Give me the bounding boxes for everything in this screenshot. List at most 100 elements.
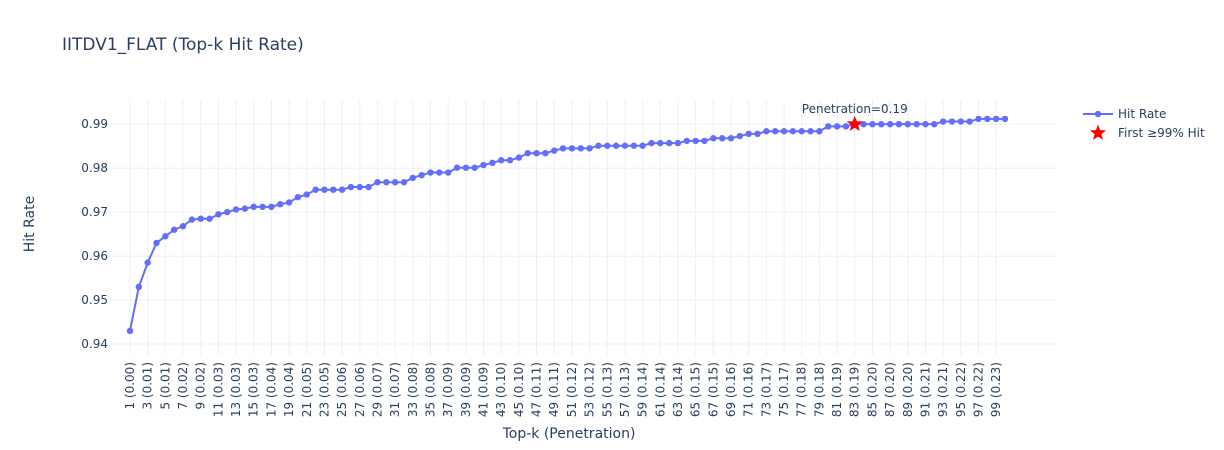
hit-rate-point[interactable] — [869, 120, 876, 128]
first-99-hit-star[interactable] — [846, 115, 863, 132]
hit-rate-point[interactable] — [816, 128, 823, 135]
hit-rate-point[interactable] — [312, 186, 319, 193]
hit-rate-point[interactable] — [798, 128, 805, 135]
hit-rate-point[interactable] — [975, 115, 982, 123]
hit-rate-point[interactable] — [754, 130, 761, 138]
hit-rate-point[interactable] — [630, 142, 637, 149]
hit-rate-point[interactable] — [153, 239, 160, 247]
hit-rate-point[interactable] — [126, 327, 134, 335]
hit-rate-point[interactable] — [665, 139, 673, 147]
hit-rate-point[interactable] — [471, 164, 478, 171]
hit-rate-point[interactable] — [215, 211, 222, 218]
hit-rate-point[interactable] — [559, 145, 567, 152]
hit-rate-point[interactable] — [400, 179, 408, 186]
hit-rate-point[interactable] — [939, 118, 947, 125]
hit-rate-point[interactable] — [188, 216, 196, 223]
hit-rate-point[interactable] — [224, 208, 231, 216]
hit-rate-point[interactable] — [436, 169, 443, 176]
hit-rate-point[interactable] — [878, 120, 885, 128]
hit-rate-point[interactable] — [294, 193, 302, 201]
hit-rate-point[interactable] — [498, 157, 505, 164]
hit-rate-point[interactable] — [453, 164, 461, 171]
hit-rate-point[interactable] — [595, 142, 602, 149]
hit-rate-point[interactable] — [922, 120, 929, 128]
hit-rate-point[interactable] — [842, 123, 850, 130]
hit-rate-point[interactable] — [674, 139, 682, 147]
hit-rate-point[interactable] — [886, 120, 894, 128]
hit-rate-point[interactable] — [374, 179, 381, 186]
hit-rate-point[interactable] — [170, 226, 178, 233]
hit-rate-point[interactable] — [524, 149, 531, 157]
hit-rate-point[interactable] — [833, 123, 841, 130]
hit-rate-point[interactable] — [710, 135, 717, 142]
hit-rate-point[interactable] — [356, 183, 363, 191]
hit-rate-point[interactable] — [462, 164, 470, 171]
hit-rate-point[interactable] — [277, 200, 284, 208]
hit-rate-point[interactable] — [825, 123, 832, 130]
hit-rate-point[interactable] — [807, 128, 814, 135]
hit-rate-point[interactable] — [701, 137, 708, 145]
hit-rate-point[interactable] — [179, 222, 187, 230]
hit-rate-point[interactable] — [268, 203, 275, 211]
hit-rate-point[interactable] — [948, 118, 956, 125]
hit-rate-point[interactable] — [533, 149, 540, 157]
hit-rate-point[interactable] — [577, 145, 584, 152]
hit-rate-point[interactable] — [772, 128, 779, 135]
hit-rate-point[interactable] — [736, 132, 744, 140]
hit-rate-point[interactable] — [931, 120, 938, 128]
hit-rate-point[interactable] — [506, 157, 514, 164]
hit-rate-point[interactable] — [621, 142, 629, 149]
hit-rate-point[interactable] — [780, 128, 788, 135]
hit-rate-point[interactable] — [586, 145, 593, 152]
hit-rate-point[interactable] — [542, 149, 549, 157]
hit-rate-point[interactable] — [259, 203, 266, 211]
hit-rate-point[interactable] — [984, 115, 991, 123]
hit-rate-point[interactable] — [338, 186, 346, 193]
hit-rate-point[interactable] — [639, 142, 646, 149]
hit-rate-point[interactable] — [745, 130, 752, 138]
hit-rate-point[interactable] — [321, 186, 328, 193]
chart-legend[interactable]: Hit Rate First ≥99% Hit — [1083, 107, 1205, 140]
hit-rate-point[interactable] — [568, 145, 576, 152]
hit-rate-point[interactable] — [551, 147, 558, 154]
hit-rate-point[interactable] — [285, 199, 293, 206]
hit-rate-point[interactable] — [604, 142, 611, 149]
hit-rate-point[interactable] — [612, 142, 620, 149]
hit-rate-point[interactable] — [418, 171, 425, 179]
hit-rate-point[interactable] — [391, 179, 399, 186]
hit-rate-point[interactable] — [365, 183, 372, 191]
hit-rate-point[interactable] — [718, 135, 726, 142]
hit-rate-point[interactable] — [241, 205, 249, 212]
hit-rate-point[interactable] — [763, 128, 770, 135]
hit-rate-point[interactable] — [206, 215, 213, 222]
hit-rate-point[interactable] — [515, 154, 523, 161]
hit-rate-point[interactable] — [913, 120, 920, 128]
hit-rate-point[interactable] — [197, 215, 204, 222]
hit-rate-point[interactable] — [347, 183, 355, 191]
hit-rate-point[interactable] — [489, 159, 496, 167]
hit-rate-point[interactable] — [789, 128, 797, 135]
hit-rate-point[interactable] — [427, 169, 434, 176]
hit-rate-point[interactable] — [683, 137, 691, 145]
hit-rate-point[interactable] — [992, 115, 1000, 123]
hit-rate-point[interactable] — [904, 120, 911, 128]
hit-rate-point[interactable] — [727, 135, 735, 142]
hit-rate-point[interactable] — [895, 120, 903, 128]
hit-rate-point[interactable] — [232, 206, 240, 213]
hit-rate-point[interactable] — [860, 120, 867, 128]
legend-label-first-99-hit[interactable]: First ≥99% Hit — [1118, 126, 1205, 140]
hit-rate-point[interactable] — [692, 137, 699, 145]
hit-rate-point[interactable] — [957, 118, 965, 125]
hit-rate-point[interactable] — [162, 233, 169, 240]
hit-rate-point[interactable] — [144, 259, 151, 266]
hit-rate-point[interactable] — [330, 186, 337, 193]
hit-rate-point[interactable] — [966, 118, 973, 125]
hit-rate-point[interactable] — [648, 139, 655, 147]
hit-rate-point[interactable] — [250, 203, 257, 211]
hit-rate-point[interactable] — [444, 169, 452, 176]
hit-rate-point[interactable] — [383, 179, 390, 186]
legend-label-hit-rate[interactable]: Hit Rate — [1118, 107, 1166, 121]
hit-rate-point[interactable] — [409, 174, 417, 182]
hit-rate-point[interactable] — [657, 139, 664, 147]
hit-rate-point[interactable] — [1001, 115, 1009, 123]
